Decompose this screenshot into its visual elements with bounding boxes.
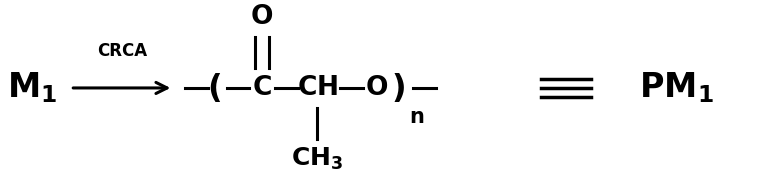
- Text: $\mathbf{)}$: $\mathbf{)}$: [391, 71, 405, 104]
- Text: $\mathbf{M_1}$: $\mathbf{M_1}$: [7, 71, 58, 105]
- Text: $\mathbf{O}$: $\mathbf{O}$: [250, 4, 273, 30]
- Text: $\mathbf{O}$: $\mathbf{O}$: [365, 75, 388, 101]
- Text: CRCA: CRCA: [97, 42, 147, 60]
- Text: $\mathbf{C}$: $\mathbf{C}$: [251, 75, 271, 101]
- Text: $\mathbf{(}$: $\mathbf{(}$: [207, 71, 221, 104]
- Text: $\mathbf{CH_3}$: $\mathbf{CH_3}$: [291, 146, 344, 172]
- Text: $\mathbf{PM_1}$: $\mathbf{PM_1}$: [639, 71, 714, 105]
- Text: $\mathbf{CH}$: $\mathbf{CH}$: [297, 75, 338, 101]
- Text: $\mathbf{n}$: $\mathbf{n}$: [409, 107, 424, 127]
